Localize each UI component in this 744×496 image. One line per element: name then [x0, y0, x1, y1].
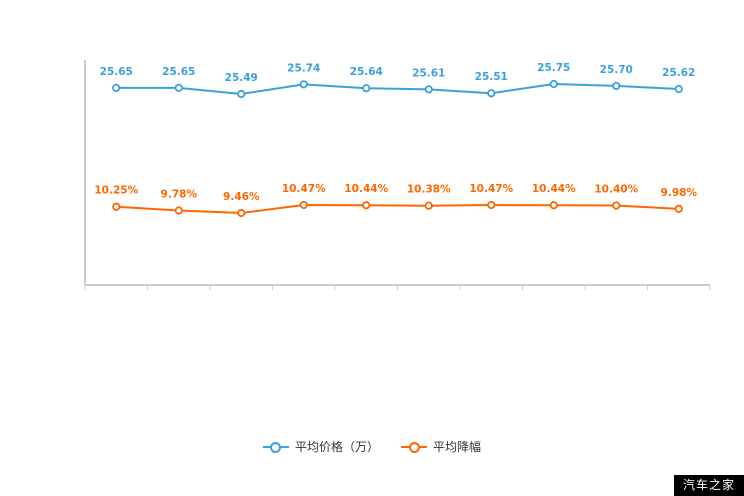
- data-point: [174, 83, 183, 92]
- watermark: 汽车之家: [673, 475, 744, 496]
- data-label: 10.44%: [344, 183, 388, 195]
- data-label: 9.46%: [223, 191, 260, 203]
- data-label: 25.51: [475, 71, 508, 83]
- data-point: [612, 201, 621, 210]
- data-point: [487, 200, 496, 210]
- data-point: [362, 84, 371, 93]
- data-label: 25.74: [287, 62, 320, 74]
- data-point: [299, 80, 308, 89]
- data-label: 25.65: [100, 66, 133, 78]
- legend-label-average-price: 平均价格（万）: [294, 440, 379, 454]
- data-label: 9.98%: [661, 187, 698, 199]
- data-point: [674, 204, 683, 213]
- data-point: [112, 202, 121, 211]
- legend-item-average-discount[interactable]: 平均降幅: [401, 441, 481, 453]
- legend-label-average-discount: 平均降幅: [433, 440, 482, 454]
- data-label: 10.47%: [282, 183, 326, 195]
- data-point: [237, 89, 246, 99]
- data-label: 10.44%: [532, 183, 576, 195]
- series-line-1: [116, 204, 679, 214]
- line-chart-canvas: 25.65 25.65 25.49 25.74 25.64 25.61 25.51 25.75…: [84, 60, 711, 290]
- data-point: [549, 79, 558, 89]
- data-point: [237, 208, 246, 218]
- data-label: 10.38%: [407, 184, 451, 196]
- data-point: [174, 206, 183, 215]
- data-label: 10.47%: [469, 183, 513, 195]
- average-discount-line-icon: [401, 441, 427, 453]
- data-point: [112, 83, 121, 92]
- data-label: 10.40%: [594, 184, 638, 196]
- data-point: [299, 200, 308, 210]
- data-point: [362, 201, 371, 210]
- data-label: 25.70: [600, 64, 633, 76]
- data-label: 25.65: [162, 66, 195, 78]
- data-point: [424, 201, 433, 210]
- data-point: [487, 89, 496, 98]
- watermark-text: 汽车之家: [682, 478, 735, 492]
- average-price-line-icon: [262, 441, 289, 453]
- data-label: 10.25%: [94, 185, 138, 197]
- data-point: [674, 84, 683, 94]
- data-point: [424, 85, 433, 94]
- data-label: 25.61: [412, 67, 445, 79]
- data-label: 25.49: [225, 72, 258, 84]
- data-label: 25.62: [662, 67, 695, 79]
- data-point: [612, 81, 621, 91]
- data-label: 25.75: [537, 62, 570, 74]
- legend-item-average-price[interactable]: 平均价格（万）: [262, 440, 379, 454]
- data-label: 25.64: [350, 66, 383, 78]
- chart-legend: 平均价格（万） 平均降幅: [0, 441, 744, 453]
- data-label: 9.78%: [161, 188, 198, 200]
- series-line-0: [116, 83, 679, 95]
- data-point: [549, 201, 558, 210]
